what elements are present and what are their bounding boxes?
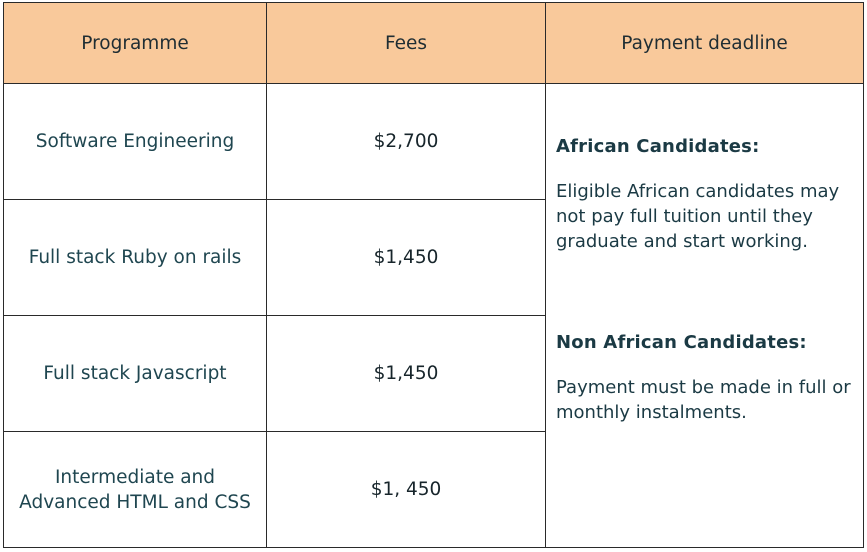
programme-name: Full stack Ruby on rails (28, 247, 242, 268)
programme-name: Full stack Javascript (43, 363, 227, 384)
programme-cell: Intermediate and Advanced HTML and CSS (3, 431, 267, 548)
programme-cell: Full stack Javascript (3, 315, 267, 432)
non-african-candidates-text: Payment must be made in full or monthly … (556, 377, 851, 423)
fee-cell: $1,450 (266, 315, 546, 432)
programme-cell: Full stack Ruby on rails (3, 199, 267, 316)
table-header-row: Programme Fees Payment deadline (3, 2, 864, 84)
african-candidates-heading: African Candidates: (556, 136, 760, 157)
fee-cell: $1, 450 (266, 431, 546, 548)
fees-table: Programme Fees Payment deadline Software… (3, 2, 864, 548)
header-programme: Programme (3, 2, 267, 84)
table-row: Software Engineering $2,700 African Cand… (3, 83, 864, 548)
table-row: Intermediate and Advanced HTML and CSS $… (3, 431, 864, 548)
table-row: Full stack Ruby on rails $1,450 (3, 199, 864, 316)
fees-table-container: Programme Fees Payment deadline Software… (3, 2, 864, 548)
programme-name: Software Engineering (35, 131, 235, 152)
header-fees: Fees (266, 2, 546, 84)
african-candidates-text: Eligible African candidates may not pay … (556, 181, 840, 252)
programme-name: Intermediate and Advanced HTML and CSS (19, 466, 251, 513)
fee-cell: $2,700 (266, 83, 546, 200)
header-payment-deadline: Payment deadline (545, 2, 864, 84)
non-african-candidates-heading: Non African Candidates: (556, 332, 807, 353)
table-row: Full stack Javascript $1,450 (3, 315, 864, 432)
fee-cell: $1,450 (266, 199, 546, 316)
programme-cell: Software Engineering (3, 83, 267, 200)
payment-deadline-cell: African Candidates: Eligible African can… (545, 83, 864, 548)
